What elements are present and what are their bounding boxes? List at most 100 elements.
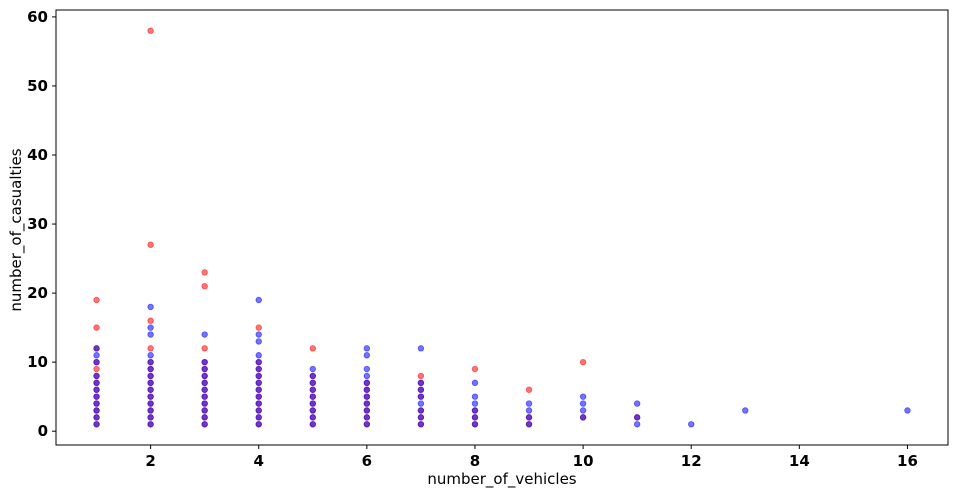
- data-point: [363, 372, 371, 380]
- y-tick-label: 20: [27, 284, 48, 302]
- data-point: [471, 400, 479, 407]
- data-point: [417, 407, 425, 414]
- data-point: [147, 324, 154, 331]
- data-point: [417, 379, 425, 387]
- data-point: [93, 414, 100, 421]
- data-point: [363, 352, 371, 359]
- data-point: [579, 393, 587, 400]
- data-point: [471, 421, 479, 428]
- data-point: [147, 241, 154, 248]
- x-tick-label: 2: [145, 452, 155, 470]
- data-point: [471, 379, 479, 387]
- data-point: [417, 372, 425, 380]
- data-point: [417, 345, 425, 352]
- x-tick-label: 14: [789, 452, 810, 470]
- data-point: [201, 393, 208, 400]
- x-tick-labels: 2 4 6 8 10 12 14 16: [145, 452, 918, 470]
- data-point: [309, 379, 316, 387]
- data-point: [309, 345, 316, 352]
- data-point: [688, 421, 695, 428]
- data-point: [147, 345, 154, 352]
- y-tick-label: 30: [27, 215, 48, 233]
- data-point: [525, 400, 533, 407]
- y-tick-label: 50: [27, 77, 48, 95]
- data-point: [93, 365, 100, 373]
- data-point: [363, 421, 371, 428]
- data-point: [363, 414, 371, 421]
- data-point: [309, 421, 316, 428]
- data-point: [201, 345, 208, 352]
- data-point: [147, 352, 154, 359]
- data-point: [417, 421, 425, 428]
- data-point: [93, 324, 100, 331]
- data-point: [93, 386, 100, 393]
- data-point: [255, 296, 262, 304]
- data-point: [255, 386, 262, 393]
- data-point: [417, 386, 425, 393]
- data-point: [742, 407, 749, 414]
- data-point: [93, 352, 100, 359]
- data-point: [309, 386, 316, 393]
- data-point: [93, 372, 100, 380]
- data-point: [255, 421, 262, 428]
- data-point: [93, 345, 100, 352]
- data-point: [201, 372, 208, 380]
- data-point: [255, 414, 262, 421]
- data-point: [255, 331, 262, 338]
- x-tick-label: 16: [897, 452, 918, 470]
- data-point: [471, 365, 479, 373]
- data-point: [147, 386, 154, 393]
- data-point: [147, 317, 154, 324]
- data-point: [904, 407, 911, 414]
- data-points: [93, 27, 911, 428]
- data-point: [201, 282, 208, 290]
- data-point: [201, 379, 208, 387]
- data-point: [363, 365, 371, 373]
- data-point: [363, 386, 371, 393]
- x-tick-label: 4: [254, 452, 264, 470]
- data-point: [471, 414, 479, 421]
- data-point: [255, 400, 262, 407]
- data-point: [147, 414, 154, 421]
- data-point: [417, 400, 425, 407]
- y-tick-label: 0: [38, 422, 48, 440]
- data-point: [201, 358, 208, 366]
- x-axis-label: number_of_vehicles: [427, 470, 576, 489]
- data-point: [93, 421, 100, 428]
- tick-marks: [52, 16, 908, 449]
- data-point: [201, 407, 208, 414]
- data-point: [525, 407, 533, 414]
- data-point: [363, 345, 371, 352]
- data-point: [201, 365, 208, 373]
- data-point: [201, 269, 208, 276]
- data-point: [255, 372, 262, 380]
- data-point: [255, 324, 262, 331]
- data-point: [147, 372, 154, 380]
- data-point: [255, 407, 262, 414]
- data-point: [201, 400, 208, 407]
- data-point: [417, 393, 425, 400]
- x-tick-label: 10: [573, 452, 594, 470]
- data-point: [201, 331, 208, 338]
- data-point: [579, 407, 587, 414]
- data-point: [147, 393, 154, 400]
- x-tick-label: 8: [470, 452, 480, 470]
- data-point: [309, 407, 316, 414]
- data-point: [471, 407, 479, 414]
- data-point: [93, 400, 100, 407]
- data-point: [417, 414, 425, 421]
- data-point: [633, 421, 641, 428]
- data-point: [633, 400, 641, 407]
- data-point: [93, 393, 100, 400]
- data-point: [363, 393, 371, 400]
- y-tick-label: 40: [27, 146, 48, 164]
- data-point: [309, 365, 316, 373]
- data-point: [255, 338, 262, 345]
- data-point: [201, 421, 208, 428]
- data-point: [147, 358, 154, 366]
- y-tick-label: 60: [27, 8, 48, 26]
- data-point: [363, 400, 371, 407]
- data-point: [525, 421, 533, 428]
- data-point: [255, 358, 262, 366]
- x-tick-label: 12: [681, 452, 702, 470]
